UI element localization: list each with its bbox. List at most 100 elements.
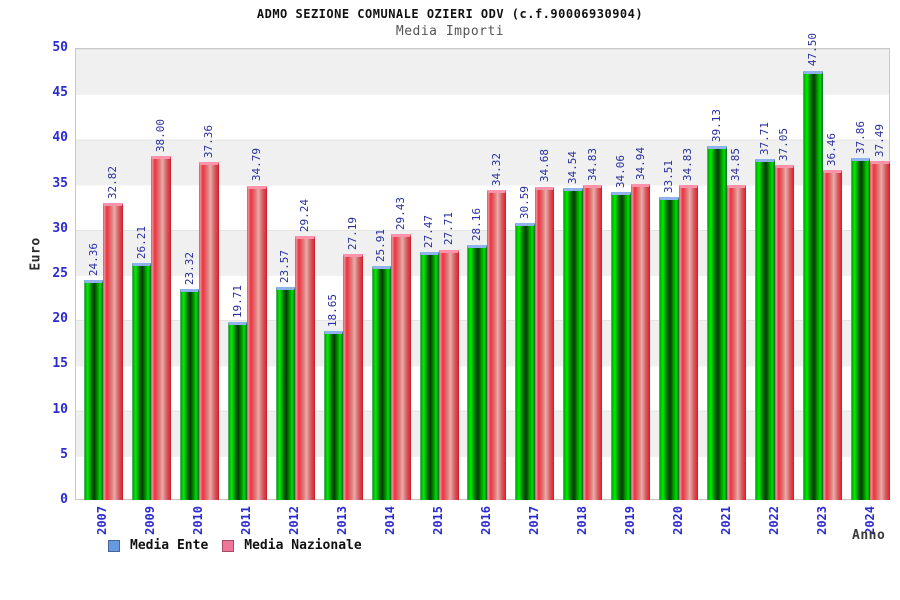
bar-value-label: 29.24 [297,198,311,232]
bar-media-ente-2014 [371,265,392,500]
y-tick-50: 50 [52,40,68,55]
bar-group-2023: 47.50 36.46 [794,33,843,500]
bar-media-nazionale-2024 [870,161,890,500]
bar-media-ente-2024 [850,157,871,500]
bar-media-ente-2010 [179,289,200,500]
bar-value-label: 29.43 [393,196,407,230]
bar-media-nazionale-2014 [391,233,411,500]
bar-value-label: 34.79 [250,148,263,182]
bar-value-label: 23.32 [182,252,196,286]
bar-value-label: 36.46 [825,133,839,167]
bar-value-label: 28.16 [470,208,484,242]
x-tick-2014: 2014 [383,506,398,535]
bar-value-label: 34.94 [633,147,647,181]
bar-value-label: 26.21 [134,225,148,260]
x-tick-2018: 2018 [574,506,589,535]
bar-value-label: 37.49 [873,123,887,158]
bar-group-2015: 27.47 27.71 [411,48,459,500]
bar-media-nazionale-2023 [822,170,843,500]
bar-group-2011: 19.71 34.79 [219,48,267,500]
bar-value-label: 19.71 [230,284,244,318]
legend-swatch-media-nazionale-icon [222,539,235,552]
bar-group-2012: 23.57 29.24 [267,48,315,500]
bar-media-ente-2021 [707,146,727,500]
bar-value-label: 30.59 [518,186,532,220]
bar-media-ente-2009 [131,263,152,500]
bar-value-label: 34.54 [566,150,580,184]
bar-group-2020: 33.51 34.83 [650,48,699,500]
x-tick-2019: 2019 [622,506,637,535]
bar-media-ente-2016 [467,245,487,500]
bar-group-2007: 24.36 32.82 [75,48,123,500]
legend: Media Ente Media Nazionale [108,538,362,553]
y-tick-45: 45 [52,85,68,101]
bar-group-2022: 37.71 37.05 [746,48,795,500]
bar-value-label: 37.36 [202,125,216,159]
bar-value-label: 37.71 [757,121,771,156]
bar-media-nazionale-2009 [151,156,171,500]
bar-media-nazionale-2022 [774,165,795,500]
y-axis-label: Euro [28,237,44,271]
x-tick-2017: 2017 [526,506,541,535]
bar-media-ente-2019 [611,192,631,500]
bar-group-2010: 23.32 37.36 [171,48,219,500]
bar-group-2017: 30.59 34.68 [506,48,555,500]
bar-value-label: 34.68 [537,149,551,183]
bar-media-ente-2012 [275,286,296,500]
bar-group-2009: 26.21 38.00 [123,48,171,500]
bar-value-label: 27.47 [422,214,436,248]
bar-value-label: 27.71 [441,212,455,246]
x-tick-2011: 2011 [239,506,254,535]
bar-value-label: 34.83 [681,148,695,182]
x-tick-2021: 2021 [718,506,733,535]
bar-value-label: 33.51 [661,159,675,194]
y-tick-40: 40 [52,130,68,146]
x-tick-2015: 2015 [431,506,446,535]
bar-value-label: 37.05 [777,127,791,162]
bar-media-nazionale-2010 [199,162,219,500]
x-tick-2016: 2016 [478,506,493,535]
x-tick-2013: 2013 [335,506,350,535]
bar-media-nazionale-2011 [247,185,267,500]
bar-value-label: 39.13 [709,109,723,143]
bar-value-label: 32.82 [106,166,120,200]
y-tick-0: 0 [60,492,68,507]
bar-value-label: 18.65 [326,294,340,328]
bar-group-2021: 39.13 34.85 [698,48,747,500]
bar-value-label: 25.91 [374,228,388,262]
bar-value-label: 27.19 [345,217,359,251]
bar-value-label: 47.50 [805,33,819,67]
chart-title: ADMO SEZIONE COMUNALE OZIERI ODV (c.f.90… [256,7,644,21]
bar-value-label: 37.86 [853,120,867,154]
y-tick-30: 30 [52,220,68,236]
bar-media-ente-2023 [803,70,823,500]
legend-label-media-ente: Media Ente [130,538,209,553]
bar-group-2013: 18.65 27.19 [315,48,363,500]
bar-media-nazionale-2013 [343,254,363,500]
x-axis-label: Anno [852,528,886,543]
bar-media-nazionale-2016 [486,189,507,500]
y-tick-20: 20 [52,311,68,327]
bar-media-nazionale-2017 [534,186,555,500]
bar-media-nazionale-2021 [726,184,747,500]
bar-value-label: 23.57 [278,249,292,283]
bar-media-ente-2020 [659,197,679,500]
legend-swatch-media-ente-icon [108,539,120,552]
y-tick-5: 5 [60,446,68,462]
x-tick-2020: 2020 [670,506,685,535]
bar-media-nazionale-2018 [582,185,603,500]
bar-value-label: 34.83 [585,148,599,182]
x-tick-2022: 2022 [766,506,781,535]
chart-subtitle: Media Importi [395,24,505,39]
x-tick-2007: 2007 [95,506,110,535]
bar-media-ente-2018 [563,187,583,500]
x-tick-2023: 2023 [814,506,829,535]
bar-media-ente-2015 [419,251,440,500]
bar-group-2019: 34.06 34.94 [602,48,651,500]
bar-media-nazionale-2012 [295,235,315,500]
bars-layer: 24.36 32.82 26.21 38.00 23.32 37.36 19.71 34.79… [75,33,890,500]
bar-group-2024: 37.86 37.49 [842,48,890,500]
bar-media-nazionale-2007 [103,203,123,500]
y-tick-35: 35 [52,175,68,191]
